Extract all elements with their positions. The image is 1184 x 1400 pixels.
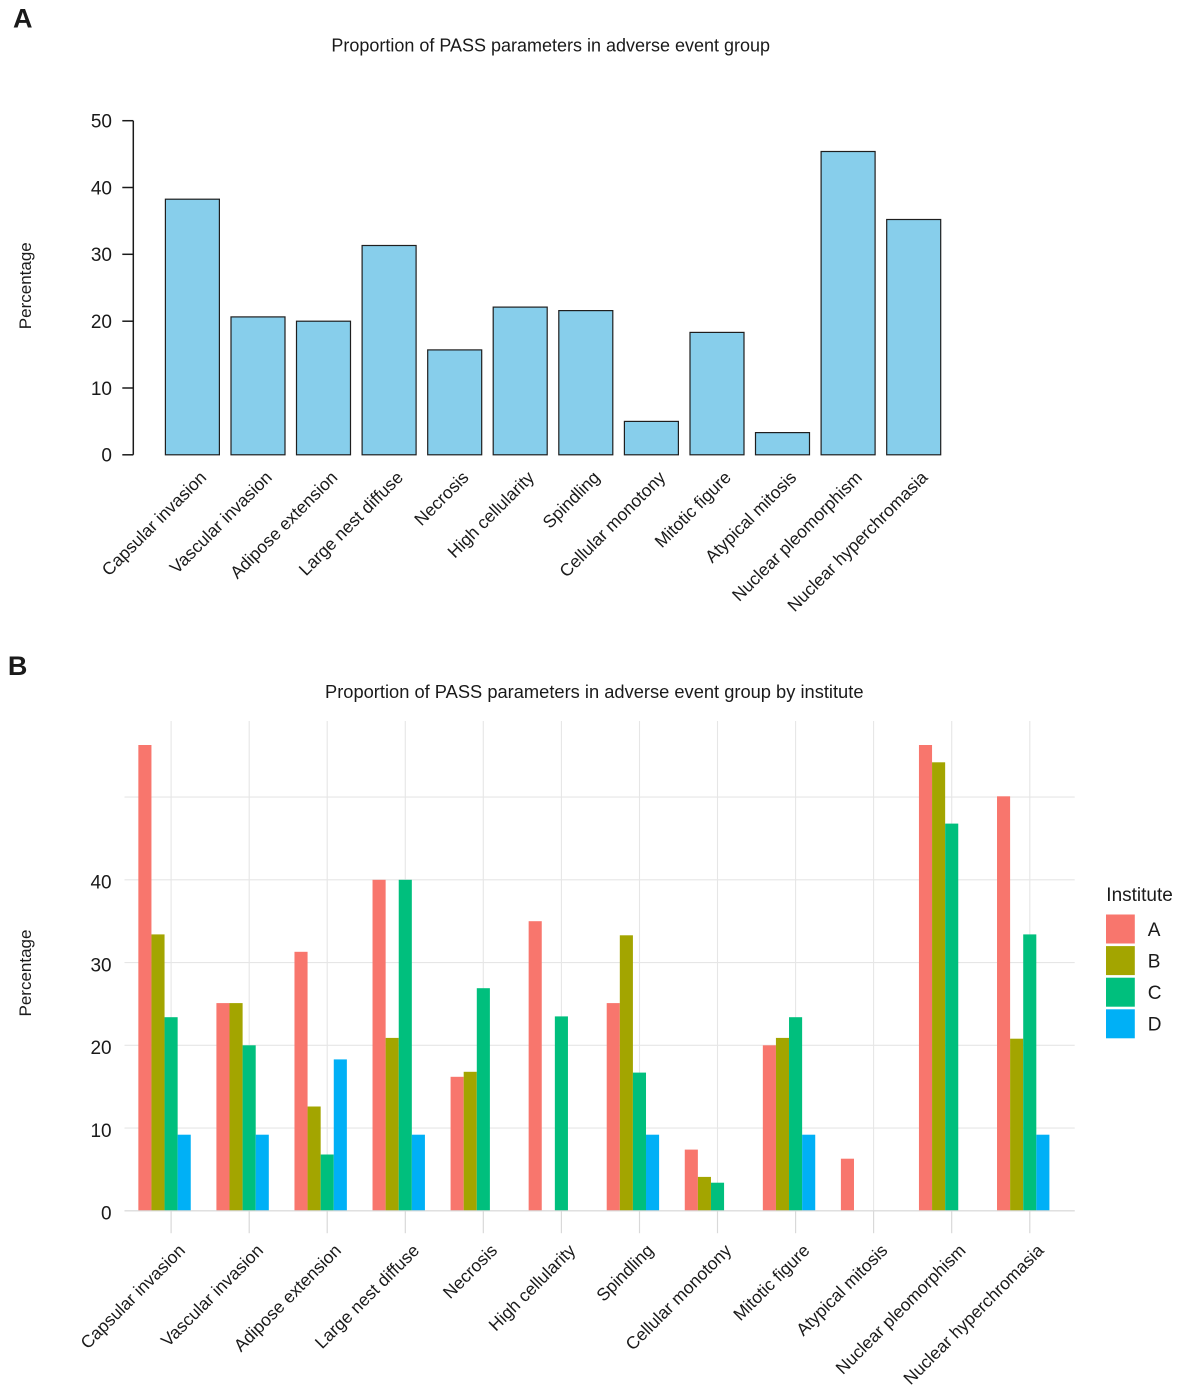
svg-text:Percentage: Percentage bbox=[16, 242, 35, 329]
svg-text:C: C bbox=[1148, 983, 1162, 1004]
svg-text:0: 0 bbox=[101, 446, 112, 467]
svg-text:10: 10 bbox=[90, 1121, 111, 1142]
svg-text:20: 20 bbox=[91, 312, 112, 333]
svg-text:0: 0 bbox=[101, 1204, 112, 1225]
svg-text:30: 30 bbox=[90, 956, 111, 977]
svg-text:50: 50 bbox=[91, 112, 112, 133]
svg-text:Percentage: Percentage bbox=[16, 930, 35, 1017]
svg-text:D: D bbox=[1148, 1015, 1162, 1036]
svg-text:A: A bbox=[1148, 920, 1161, 941]
svg-text:40: 40 bbox=[91, 178, 112, 199]
svg-text:B: B bbox=[1148, 952, 1161, 973]
svg-text:40: 40 bbox=[90, 873, 111, 894]
svg-text:B: B bbox=[8, 651, 28, 681]
svg-text:Institute: Institute bbox=[1106, 885, 1173, 906]
svg-text:A: A bbox=[13, 4, 33, 34]
svg-text:20: 20 bbox=[90, 1038, 111, 1059]
svg-text:Proportion of PASS parameters: Proportion of PASS parameters in adverse… bbox=[331, 36, 770, 56]
svg-text:30: 30 bbox=[91, 245, 112, 266]
svg-text:Proportion of PASS parameters: Proportion of PASS parameters in adverse… bbox=[325, 682, 864, 702]
svg-text:10: 10 bbox=[91, 379, 112, 400]
